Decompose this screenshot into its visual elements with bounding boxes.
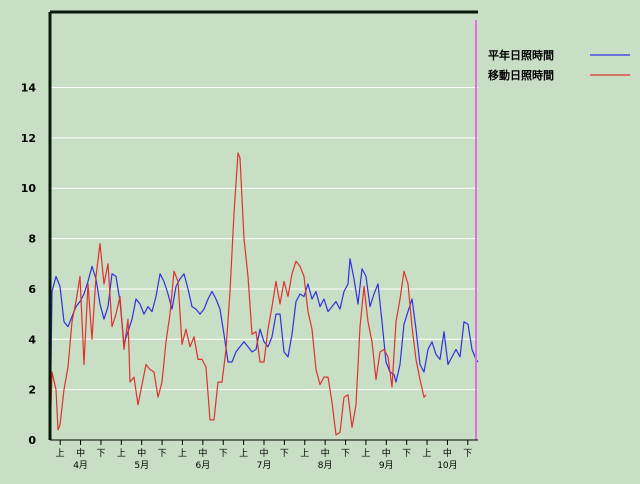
x-period-label-19: 中 (443, 447, 452, 459)
x-period-label-13: 中 (321, 447, 330, 459)
x-period-label-12: 上 (300, 448, 309, 459)
y-tick-label-14: 14 (21, 82, 37, 95)
x-period-label-18: 上 (423, 448, 432, 459)
x-period-label-17: 下 (402, 449, 411, 459)
y-tick-label-12: 12 (21, 132, 36, 145)
x-period-label-8: 下 (219, 449, 228, 459)
y-tick-label-0: 0 (28, 434, 36, 447)
x-period-label-7: 中 (198, 447, 207, 459)
y-tick-label-8: 8 (28, 233, 36, 246)
x-month-label-3: 7月 (257, 460, 272, 471)
axes (48, 10, 478, 441)
x-month-label-0: 4月 (73, 460, 88, 471)
series-line-1 (49, 152, 427, 441)
x-month-label-5: 9月 (379, 460, 394, 471)
x-period-label-15: 上 (361, 448, 370, 459)
x-period-label-2: 下 (96, 449, 105, 459)
x-period-label-5: 下 (158, 449, 167, 459)
x-period-label-0: 上 (56, 448, 65, 459)
y-tick-label-6: 6 (28, 283, 36, 296)
series-lines (49, 20, 479, 441)
x-month-label-4: 8月 (318, 460, 333, 471)
y-tick-label-2: 2 (28, 384, 36, 397)
x-month-label-6: 10月 (437, 460, 457, 471)
x-period-label-20: 下 (463, 449, 472, 459)
legend-label-0: 平年日照時間 (488, 48, 554, 62)
x-month-label-2: 6月 (195, 460, 210, 471)
x-period-label-6: 上 (178, 448, 187, 459)
y-tick-label-10: 10 (21, 182, 37, 195)
x-period-label-3: 上 (117, 448, 126, 459)
x-axis-ticks: 上中下上中下上中下上中下上中下上中下上中下4月 5月 6月 7月 8月 9月 10月 (56, 440, 472, 471)
x-period-label-14: 下 (341, 449, 350, 459)
x-period-label-16: 中 (382, 447, 391, 459)
y-tick-label-4: 4 (28, 333, 36, 346)
legend-label-1: 移動日照時間 (488, 68, 554, 82)
x-period-label-4: 中 (137, 447, 146, 459)
x-period-label-11: 下 (280, 449, 289, 459)
x-period-label-1: 中 (76, 447, 85, 459)
x-period-label-10: 中 (259, 447, 268, 459)
y-axis-ticks: 0 2 4 6 8 10 12 14 (21, 82, 37, 447)
x-month-label-1: 5月 (134, 460, 149, 471)
x-period-label-9: 上 (239, 448, 248, 459)
grid (50, 87, 478, 391)
